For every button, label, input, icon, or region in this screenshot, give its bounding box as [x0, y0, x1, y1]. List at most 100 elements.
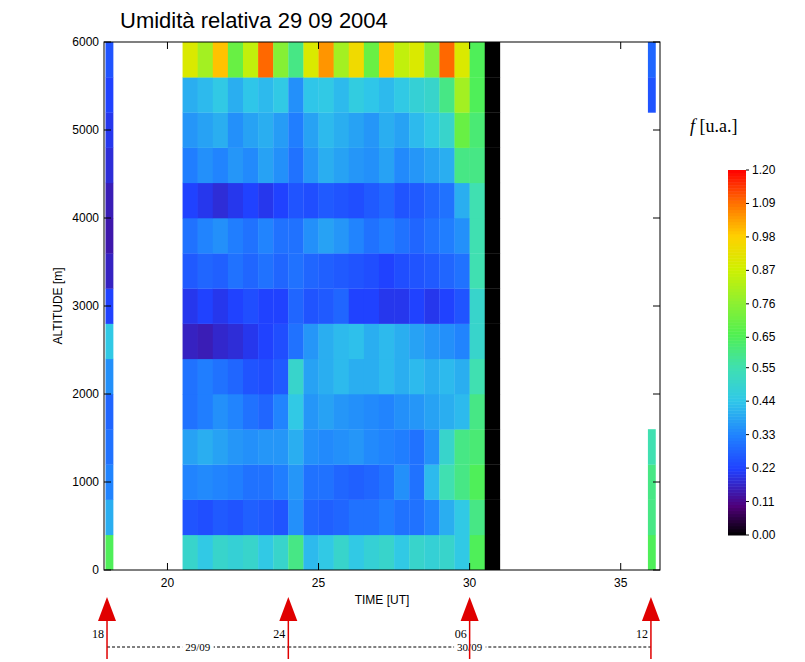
y-tick — [653, 130, 660, 131]
cell — [183, 394, 198, 430]
colorbar-swatch — [728, 182, 746, 186]
colorbar-swatch — [728, 365, 746, 369]
cell — [183, 112, 198, 147]
marker-label: 24 — [273, 627, 285, 641]
cell — [303, 535, 318, 570]
cell — [485, 148, 500, 184]
colorbar-swatch — [728, 270, 746, 274]
colorbar-swatch — [728, 505, 746, 509]
cell — [273, 148, 288, 184]
cell — [273, 112, 288, 147]
cell — [213, 500, 228, 535]
cell — [379, 394, 394, 430]
cell — [106, 535, 114, 570]
marker-stem — [106, 618, 108, 659]
cell — [364, 77, 379, 113]
date-label: 29/09 — [185, 641, 211, 653]
cell — [648, 429, 656, 465]
cell — [198, 535, 213, 570]
cell — [183, 218, 198, 254]
marker-label: 06 — [455, 627, 467, 641]
cell — [394, 218, 409, 254]
cell — [228, 535, 243, 570]
colorbar-swatch — [728, 508, 746, 512]
cell — [424, 324, 439, 360]
cell — [288, 535, 303, 570]
cell — [106, 183, 114, 219]
cell — [364, 112, 379, 147]
x-tick-label: 25 — [312, 576, 326, 590]
cell — [349, 148, 364, 184]
cell — [470, 464, 485, 500]
cell — [258, 535, 273, 570]
cell — [470, 253, 485, 289]
cell — [243, 359, 258, 395]
colorbar-swatch — [728, 234, 746, 238]
colorbar-swatch — [728, 292, 746, 296]
colorbar-swatch — [728, 502, 746, 506]
cell — [424, 218, 439, 254]
cell — [319, 77, 334, 113]
cell — [334, 112, 349, 147]
cell — [303, 359, 318, 395]
cell — [183, 429, 198, 465]
cell — [243, 42, 258, 78]
colorbar-swatch — [728, 389, 746, 393]
y-tick — [653, 394, 660, 395]
cell — [288, 148, 303, 184]
cell — [470, 359, 485, 395]
colorbar-tick-label: 0.44 — [752, 394, 776, 408]
colorbar-swatch — [728, 511, 746, 515]
cell — [424, 77, 439, 113]
cell — [648, 42, 656, 78]
cell — [364, 183, 379, 219]
cell — [485, 183, 500, 219]
cell — [198, 112, 213, 147]
cell — [198, 324, 213, 360]
cell — [394, 183, 409, 219]
colorbar-swatch — [728, 486, 746, 490]
cell — [379, 535, 394, 570]
cell — [424, 112, 439, 147]
colorbar-swatch — [728, 499, 746, 503]
cell — [349, 288, 364, 324]
cell — [243, 253, 258, 289]
x-tick — [167, 563, 168, 570]
cell — [106, 500, 114, 535]
cell — [648, 535, 656, 570]
cell — [288, 394, 303, 430]
cell — [106, 148, 114, 184]
cell — [319, 183, 334, 219]
colorbar-swatch — [728, 191, 746, 195]
cell — [470, 500, 485, 535]
colorbar-swatch — [728, 404, 746, 408]
cell — [228, 148, 243, 184]
colorbar-swatch — [728, 453, 746, 457]
cell — [213, 464, 228, 500]
cell — [470, 42, 485, 78]
cell — [455, 359, 470, 395]
colorbar-swatch — [728, 353, 746, 357]
cell — [106, 394, 114, 430]
colorbar-swatch — [728, 441, 746, 445]
cell — [485, 218, 500, 254]
colorbar-swatch — [728, 307, 746, 311]
cell — [334, 535, 349, 570]
cell — [243, 324, 258, 360]
colorbar-swatch — [728, 258, 746, 262]
marker-arrow — [461, 597, 479, 621]
colorbar-swatch — [728, 210, 746, 214]
cell — [349, 394, 364, 430]
cell — [106, 429, 114, 465]
y-tick-label: 5000 — [72, 123, 99, 137]
cell — [334, 218, 349, 254]
cell — [228, 429, 243, 465]
colorbar-tick — [746, 303, 749, 304]
cell — [213, 148, 228, 184]
colorbar-swatch — [728, 368, 746, 372]
cell — [455, 394, 470, 430]
y-tick — [104, 394, 111, 395]
label-patch — [182, 640, 214, 654]
colorbar-swatch — [728, 401, 746, 405]
cell — [258, 112, 273, 147]
